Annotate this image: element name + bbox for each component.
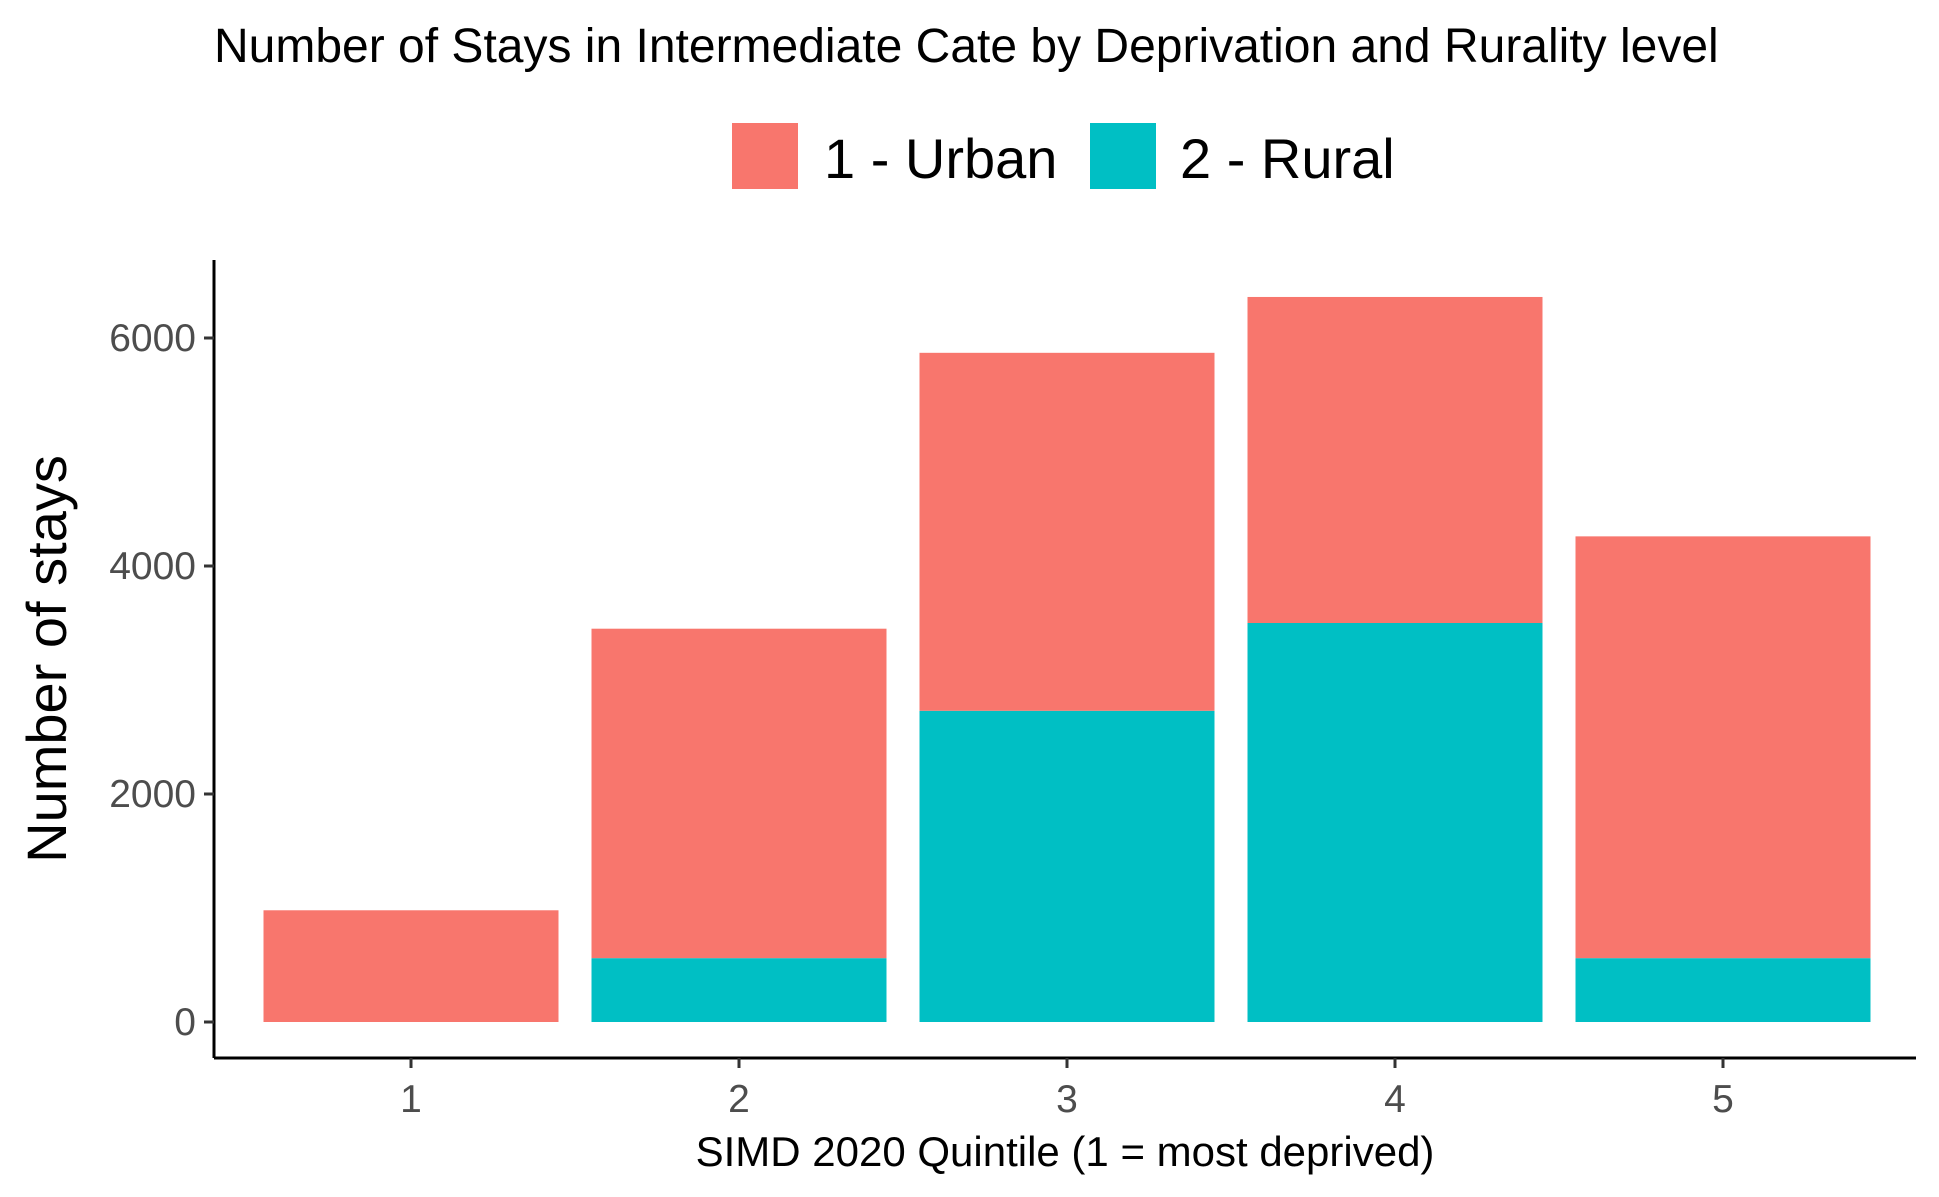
legend-label-urban: 1 - Urban bbox=[824, 127, 1057, 190]
y-tick-label-6000: 6000 bbox=[109, 317, 196, 360]
legend-label-rural: 2 - Rural bbox=[1180, 127, 1395, 190]
bars-group bbox=[263, 296, 1871, 1022]
bar-2-rural-q2 bbox=[591, 958, 887, 1022]
y-tick-label-2000: 2000 bbox=[109, 773, 196, 816]
x-axis-title: SIMD 2020 Quintile (1 = most deprived) bbox=[696, 1128, 1435, 1175]
bar-1-urban-q2 bbox=[591, 628, 887, 959]
chart-title: Number of Stays in Intermediate Cate by … bbox=[214, 20, 1719, 73]
x-axis-ticks: 1 2 3 4 5 bbox=[400, 1058, 1734, 1121]
bar-2-rural-q3 bbox=[919, 710, 1215, 1022]
y-tick-label-0: 0 bbox=[174, 1001, 196, 1044]
y-axis-title: Number of stays bbox=[15, 455, 78, 863]
legend-key-rural bbox=[1090, 123, 1156, 189]
bar-1-urban-q3 bbox=[919, 352, 1215, 711]
bar-1-urban-q1 bbox=[263, 910, 559, 1022]
x-tick-label-2: 2 bbox=[728, 1078, 750, 1121]
x-tick-label-4: 4 bbox=[1384, 1078, 1406, 1121]
y-axis-ticks: 0 2000 4000 6000 bbox=[109, 317, 214, 1044]
x-tick-label-3: 3 bbox=[1056, 1078, 1078, 1121]
bar-1-urban-q4 bbox=[1247, 296, 1543, 623]
legend-key-urban bbox=[732, 123, 798, 189]
x-tick-label-1: 1 bbox=[400, 1078, 422, 1121]
legend: 1 - Urban 2 - Rural bbox=[732, 123, 1395, 190]
bar-2-rural-q5 bbox=[1575, 958, 1871, 1022]
bar-2-rural-q4 bbox=[1247, 623, 1543, 1022]
y-tick-label-4000: 4000 bbox=[109, 545, 196, 588]
x-tick-label-5: 5 bbox=[1712, 1078, 1734, 1121]
bar-1-urban-q5 bbox=[1575, 536, 1871, 959]
